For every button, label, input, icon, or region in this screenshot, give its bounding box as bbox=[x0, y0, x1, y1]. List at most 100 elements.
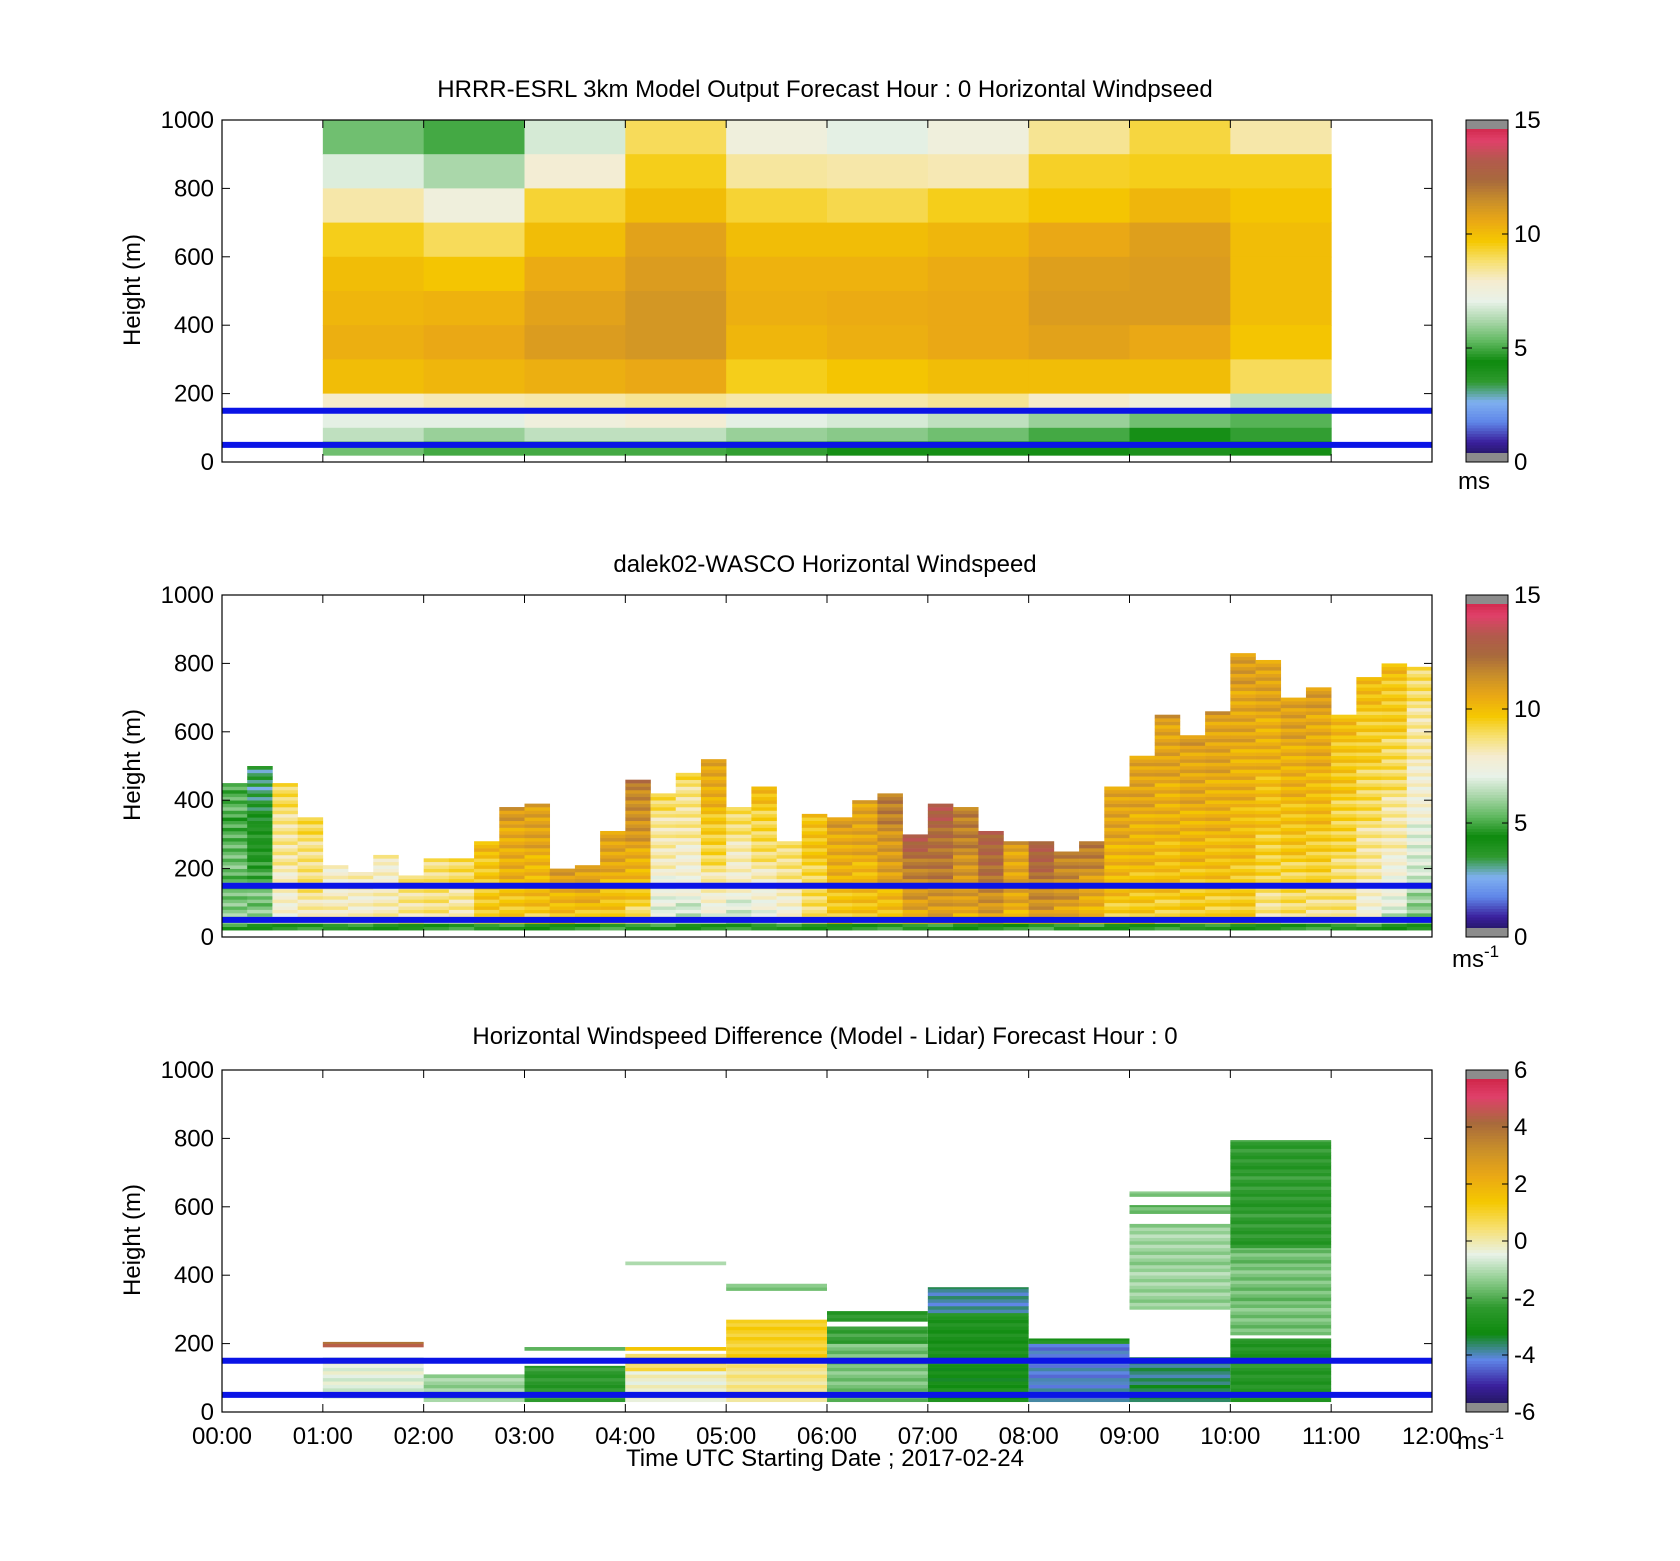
lidar-cell bbox=[1331, 718, 1357, 722]
lidar-cell bbox=[1381, 776, 1408, 780]
model-cell bbox=[322, 256, 425, 292]
lidar-cell bbox=[700, 854, 727, 859]
lidar-cell bbox=[423, 926, 450, 931]
lidar-cell bbox=[247, 923, 273, 928]
lidar-cell bbox=[1406, 707, 1433, 712]
lidar-cell bbox=[675, 889, 702, 893]
lidar-cell bbox=[726, 824, 752, 828]
y-tick-label: 800 bbox=[174, 175, 214, 202]
lidar-cell bbox=[322, 875, 349, 880]
lidar-cell bbox=[700, 817, 727, 822]
colorbar-swatch bbox=[1466, 199, 1508, 204]
lidar-cell bbox=[1028, 872, 1055, 876]
lidar-cell bbox=[700, 895, 727, 900]
lidar-cell bbox=[1305, 694, 1332, 698]
colorbar-swatch bbox=[1466, 825, 1508, 830]
lidar-cell bbox=[726, 813, 752, 818]
lidar-cell bbox=[776, 854, 803, 859]
lidar-cell bbox=[1255, 687, 1282, 692]
colorbar-swatch bbox=[1466, 373, 1508, 377]
lidar-cell bbox=[1255, 820, 1282, 825]
lidar-cell bbox=[1280, 718, 1307, 722]
lidar-cell bbox=[1331, 820, 1357, 825]
model-cell bbox=[423, 120, 525, 155]
lidar-cell bbox=[272, 827, 298, 832]
lidar-cell bbox=[675, 807, 702, 811]
lidar-cell bbox=[348, 875, 374, 880]
lidar-cell bbox=[1154, 923, 1181, 928]
lidar-cell bbox=[524, 899, 551, 904]
model-cell bbox=[423, 256, 525, 292]
lidar-cell bbox=[675, 820, 702, 825]
lidar-cell bbox=[1230, 868, 1256, 873]
lidar-cell bbox=[574, 872, 601, 876]
colorbar-swatch bbox=[1466, 1332, 1508, 1336]
colorbar-swatch bbox=[1466, 1392, 1508, 1396]
colorbar-swatch bbox=[1466, 1346, 1508, 1350]
colorbar-swatch bbox=[1466, 908, 1508, 912]
lidar-cell bbox=[927, 895, 954, 900]
lidar-cell bbox=[1179, 807, 1206, 811]
lidar-cell bbox=[1028, 899, 1055, 904]
lidar-cell bbox=[1331, 783, 1357, 787]
colorbar-swatch bbox=[1466, 882, 1508, 887]
lidar-cell bbox=[1331, 728, 1357, 733]
lidar-cell bbox=[1255, 690, 1282, 695]
diff-cell bbox=[1129, 1278, 1231, 1283]
lidar-cell bbox=[927, 906, 954, 910]
lidar-cell bbox=[1280, 872, 1307, 876]
model-cell bbox=[827, 325, 929, 360]
lidar-cell bbox=[675, 824, 702, 828]
lidar-cell bbox=[373, 858, 399, 863]
model-cell bbox=[322, 359, 425, 395]
lidar-cell bbox=[1305, 707, 1332, 712]
panel-model: HRRR-ESRL 3km Model Output Forecast Hour… bbox=[119, 76, 1541, 495]
lidar-cell bbox=[1305, 844, 1332, 849]
lidar-cell bbox=[1154, 738, 1181, 743]
lidar-cell bbox=[1305, 769, 1332, 774]
colorbar-tick-label: 0 bbox=[1514, 924, 1527, 951]
colorbar-swatch bbox=[1466, 313, 1508, 318]
colorbar-swatch bbox=[1466, 1155, 1508, 1159]
lidar-cell bbox=[902, 895, 929, 900]
lidar-cell bbox=[1179, 895, 1206, 900]
lidar-cell bbox=[877, 834, 903, 839]
lidar-cell bbox=[423, 923, 450, 928]
model-cell bbox=[1230, 291, 1332, 326]
lidar-cell bbox=[1053, 913, 1080, 917]
colorbar-swatch bbox=[1466, 1149, 1508, 1154]
lidar-cell bbox=[751, 803, 777, 808]
diff-cell bbox=[927, 1343, 1029, 1348]
colorbar-swatch bbox=[1466, 1360, 1508, 1365]
lidar-cell bbox=[1356, 902, 1382, 907]
colorbar-swatch bbox=[1466, 211, 1508, 215]
lidar-cell bbox=[1154, 714, 1181, 719]
lidar-cell bbox=[675, 872, 702, 876]
lidar-cell bbox=[1280, 878, 1307, 883]
diff-cell bbox=[827, 1314, 928, 1319]
colorbar-swatch bbox=[1466, 1118, 1508, 1122]
lidar-cell bbox=[322, 926, 349, 931]
lidar-cell bbox=[1305, 913, 1332, 917]
lidar-cell bbox=[726, 858, 752, 863]
diff-cell bbox=[726, 1377, 827, 1382]
colorbar-swatch bbox=[1466, 1144, 1508, 1148]
colorbar-swatch bbox=[1466, 424, 1508, 429]
diff-cell bbox=[1129, 1193, 1231, 1197]
lidar-cell bbox=[827, 837, 853, 842]
lidar-cell bbox=[902, 834, 929, 839]
diff-cell bbox=[1230, 1162, 1332, 1167]
colorbar-swatch bbox=[1466, 677, 1508, 681]
lidar-cell bbox=[1179, 858, 1206, 863]
model-cell bbox=[927, 291, 1030, 326]
lidar-cell bbox=[1205, 714, 1231, 719]
lidar-cell bbox=[1381, 813, 1408, 818]
lidar-cell bbox=[1255, 878, 1282, 883]
lidar-cell bbox=[1280, 810, 1307, 815]
lidar-cell bbox=[1255, 663, 1282, 668]
colorbar-swatch bbox=[1466, 885, 1508, 890]
lidar-cell bbox=[1079, 848, 1105, 852]
lidar-cell bbox=[1230, 663, 1256, 668]
